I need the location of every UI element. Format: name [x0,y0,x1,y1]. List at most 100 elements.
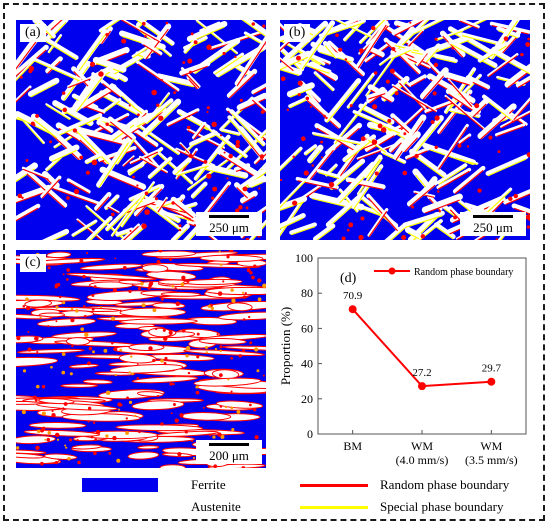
phase-boundary [140,200,182,232]
boundary-dot [203,159,208,164]
boundary-dot [41,385,46,389]
boundary-dot [141,223,147,229]
phase-boundary [436,57,457,64]
austenite-needle [398,80,427,111]
phase-boundary [496,126,524,137]
boundary-dot [160,297,164,301]
boundary-dot [187,371,191,375]
phase-boundary [102,172,144,191]
boundary-dot [122,265,127,270]
boundary-dot [242,349,245,353]
boundary-dot [129,229,132,232]
austenite-needle [424,99,456,114]
boundary-dot [358,234,364,240]
phase-boundary [102,83,121,98]
boundary-dot [230,356,234,360]
austenite-band [118,279,144,285]
austenite-needle [447,78,473,107]
boundary-dot [47,266,51,270]
legend-marker [388,267,396,275]
scale-bar-line [209,443,249,446]
austenite-needle [434,54,458,63]
boundary-dot [62,91,66,95]
data-label: 29.7 [482,363,502,375]
austenite-needle [53,112,103,137]
austenite-needle [120,223,141,240]
austenite-band [118,353,157,364]
austenite-needle [443,71,473,86]
austenite-needle [391,83,438,113]
phase-boundary [425,61,441,77]
phase-boundary [41,178,60,199]
phase-boundary [16,207,39,222]
austenite-band [119,307,187,318]
austenite-band [36,402,118,411]
austenite-band [16,335,44,344]
boundary-dot [185,354,189,358]
boundary-dot [128,289,132,293]
austenite-needle [355,20,389,69]
austenite-band [109,364,184,374]
boundary-dot [93,285,97,289]
austenite-needle [421,193,463,214]
boundary-dot [211,121,217,128]
phase-boundary [145,28,169,60]
phase-boundary [313,134,362,146]
boundary-dot [359,48,364,54]
austenite-needle [383,37,421,75]
boundary-dot [219,134,223,137]
phase-boundary [236,40,266,87]
phase-boundary [410,77,426,87]
austenite-needle [33,57,82,82]
phase-boundary [188,79,198,90]
phase-boundary [459,20,479,30]
phase-boundary [285,26,326,64]
austenite-needle [170,196,197,218]
austenite-needle [85,215,113,240]
x-tick-label: (4.0 mm/s) [396,453,449,467]
austenite-needle [106,205,120,214]
austenite-needle [189,130,218,147]
boundary-dot [119,309,122,312]
boundary-dot [89,61,96,67]
austenite-needle [307,144,324,164]
austenite-needle [328,158,366,190]
boundary-dot [414,153,419,159]
micrograph-b: (b) 250 μm [280,20,530,240]
boundary-dot [171,201,175,205]
austenite-needle [219,128,241,136]
austenite-needle [92,56,127,73]
phase-boundary [459,136,471,145]
austenite-needle [392,114,427,160]
boundary-dot [172,403,176,406]
phase-boundary [213,132,247,159]
austenite-band [71,444,102,450]
phase-boundary [16,34,42,70]
austenite-needle [406,179,438,207]
boundary-dot [227,378,230,381]
boundary-dot [374,171,379,176]
boundary-dot [348,222,354,228]
boundary-dot [226,255,230,259]
phase-boundary [129,227,145,240]
austenite-band [16,348,85,354]
austenite-band [65,337,91,346]
random-boundary-label: Random phase boundary [380,477,510,492]
phase-boundary [392,85,437,113]
austenite-needle [76,29,108,71]
boundary-dot [211,196,215,200]
data-point [487,377,496,386]
boundary-dot [128,104,131,107]
austenite-band [161,452,193,458]
boundary-dot [242,186,248,192]
austenite-needle [120,181,156,228]
austenite-needle [363,154,383,179]
austenite-needle [366,89,388,100]
y-tick-label: 80 [301,286,313,300]
austenite-needle [415,49,430,67]
austenite-needle [389,45,414,59]
boundary-dot [305,96,310,101]
austenite-needle [485,154,529,176]
phase-boundary [22,168,49,180]
phase-boundary [17,116,56,137]
